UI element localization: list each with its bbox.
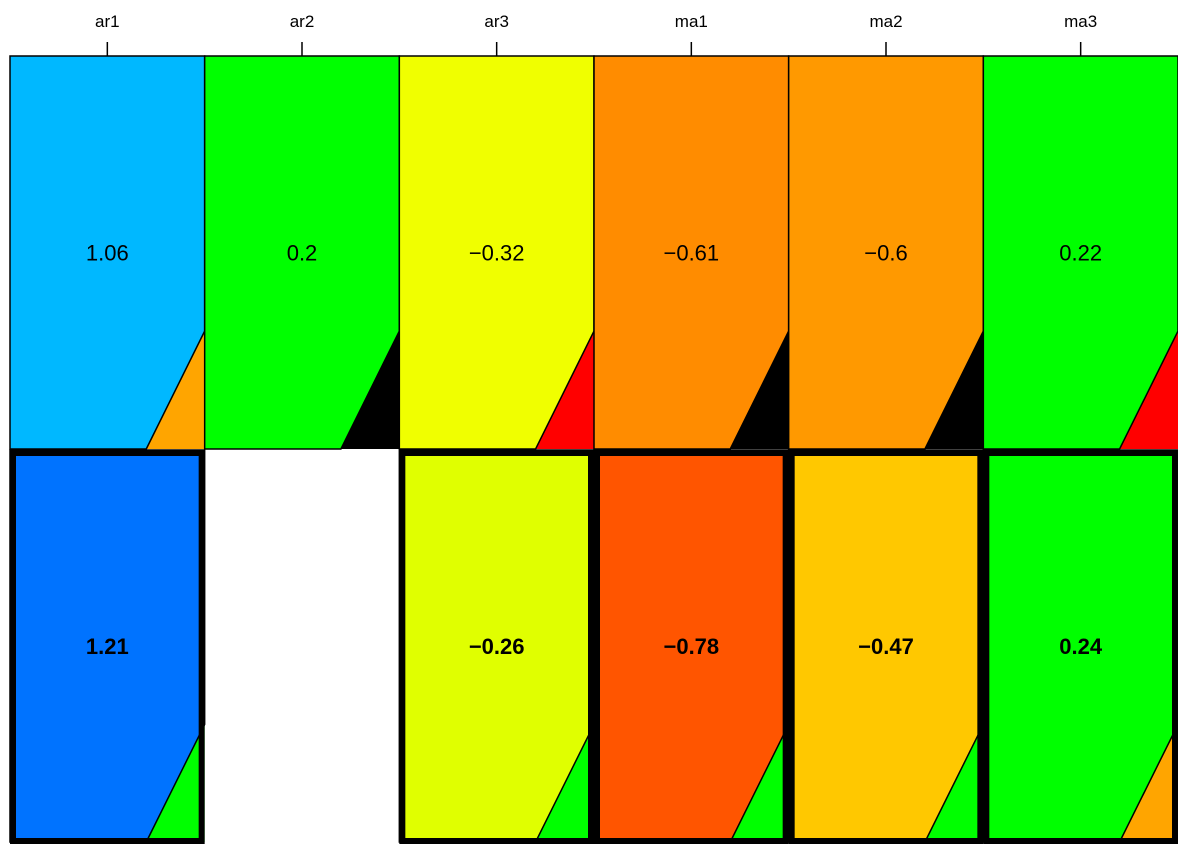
cell-value-label: −0.32	[469, 241, 525, 266]
cell-body	[788, 56, 984, 449]
cell-value-label: 0.2	[287, 241, 318, 266]
x-tick-label: ar2	[290, 12, 315, 31]
cell-body	[594, 56, 789, 449]
cell-body	[399, 450, 594, 842]
cell-value-label: −0.78	[663, 634, 719, 659]
cell-body	[983, 450, 1178, 842]
cell-outline	[787, 55, 985, 450]
cell-frame	[399, 450, 595, 844]
x-axis-top: ar1 ar2 ar3 ma1 ma2 ma3	[95, 12, 1097, 56]
heatmap-cell-ma3-row2: 0.24	[982, 449, 1178, 844]
cell-value-label: −0.47	[858, 634, 914, 659]
heatmap-cell-ma1-row1: −0.61	[593, 55, 790, 450]
cell-frame	[594, 450, 789, 844]
cell-body	[594, 450, 789, 842]
cell-value-label: 0.24	[1059, 634, 1103, 659]
heatmap-cell-ma2-row2: −0.47	[787, 449, 985, 844]
heatmap-cell-ar1-row2: 1.21	[9, 449, 206, 844]
cell-value-label: −0.61	[663, 241, 719, 266]
cell-outline	[203, 55, 401, 450]
heatmap-cell-ar3-row2: −0.26	[398, 449, 595, 844]
x-tick-label: ma2	[869, 12, 902, 31]
cell-frame	[10, 450, 205, 844]
heatmap-cells: 1.06 0.2 −0.32 −0.61 −0.6 0.22 1.21 −0.26 −0.78 −…	[9, 55, 1178, 844]
cell-value-label: 0.22	[1059, 241, 1102, 266]
x-tick-label: ma3	[1064, 12, 1097, 31]
x-tick-label: ar1	[95, 12, 120, 31]
cell-outline	[398, 55, 595, 450]
cell-body	[399, 56, 594, 449]
cell-outline	[9, 55, 206, 450]
cell-value-label: −0.6	[864, 241, 907, 266]
cell-body	[204, 56, 400, 449]
cell-frame	[983, 450, 1178, 844]
cell-outline	[982, 55, 1178, 450]
cell-outline	[593, 55, 790, 450]
cell-frame	[788, 450, 984, 844]
heatmap-cell-ar1-row1: 1.06	[9, 55, 206, 450]
x-tick-label: ar3	[484, 12, 509, 31]
cell-value-label: 1.21	[86, 634, 129, 659]
heatmap-cell-ma1-row2: −0.78	[593, 449, 790, 844]
cell-body	[10, 450, 205, 842]
heatmap-cell-ar2-row1: 0.2	[203, 55, 401, 450]
cell-value-label: −0.26	[469, 634, 525, 659]
heatmap-cell-ma2-row1: −0.6	[787, 55, 985, 450]
heatmap-cell-ar3-row1: −0.32	[398, 55, 595, 450]
heatmap-cell-ma3-row1: 0.22	[982, 55, 1178, 450]
x-tick-label: ma1	[675, 12, 708, 31]
cell-value-label: 1.06	[86, 241, 129, 266]
cell-body	[983, 56, 1178, 449]
cell-body	[10, 56, 205, 449]
cell-body	[788, 450, 984, 842]
